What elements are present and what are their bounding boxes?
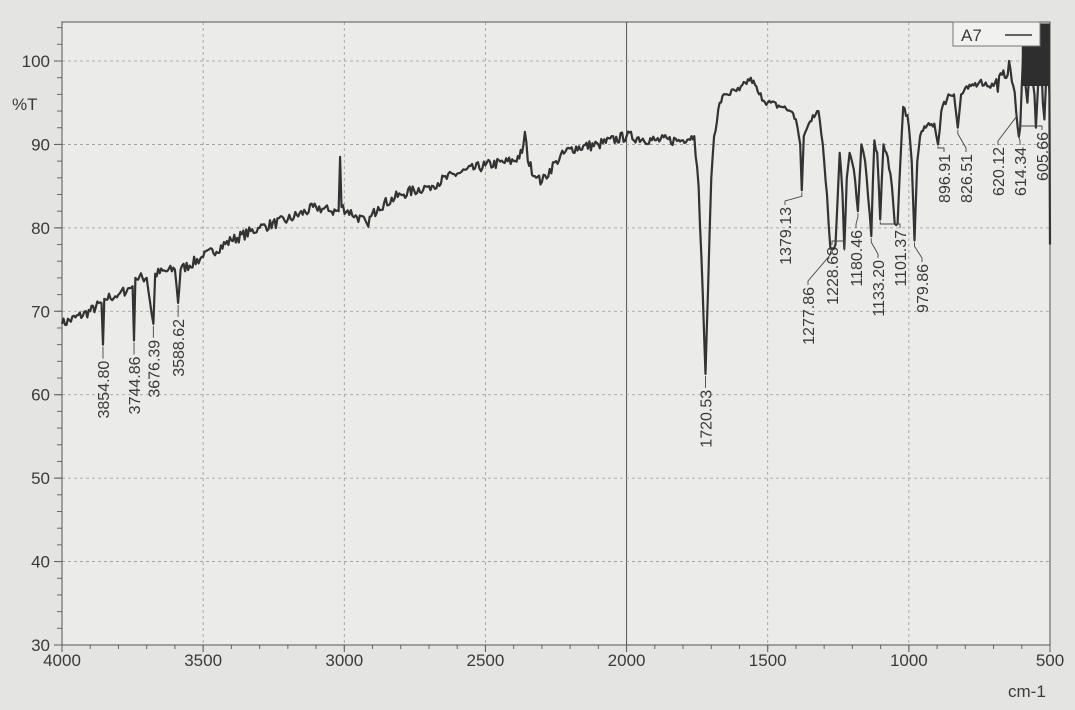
y-tick-label: 40 <box>31 553 50 572</box>
y-axis-label: %T <box>12 95 38 114</box>
peak-label: 614.34 <box>1013 147 1030 196</box>
x-tick-label: 2500 <box>467 651 505 670</box>
peak-leader-line <box>807 250 831 285</box>
peak-label: 979.86 <box>915 264 932 313</box>
peak-leader-line <box>957 129 967 152</box>
peak-label: 1720.53 <box>698 390 715 448</box>
peak-label: 896.91 <box>937 154 954 203</box>
x-tick-label: 500 <box>1036 651 1064 670</box>
legend-box <box>952 21 1041 47</box>
peak-leader-line <box>997 113 1017 145</box>
peak-leader-line <box>879 221 901 228</box>
peak-leader-line <box>831 240 845 251</box>
peak-label: 1180.46 <box>849 230 866 287</box>
peak-leader-line <box>784 192 803 205</box>
peak-label: 826.51 <box>959 154 976 203</box>
y-tick-label: 100 <box>22 52 50 71</box>
x-axis-label: cm-1 <box>1008 682 1046 701</box>
y-tick-label: 60 <box>31 386 50 405</box>
spectrum-line <box>60 51 1052 375</box>
y-tick-label: 50 <box>31 469 50 488</box>
peak-leader-line <box>937 146 945 152</box>
peak-leader-line <box>1019 125 1043 130</box>
y-tick-label: 90 <box>31 135 50 154</box>
peak-label: 620.12 <box>991 147 1008 196</box>
peak-label: 1379.13 <box>778 207 795 265</box>
peak-label: 1228.68 <box>825 247 842 305</box>
peak-label: 3744.86 <box>127 356 144 414</box>
peak-label: 3854.80 <box>96 361 113 419</box>
peak-label: 1133.20 <box>871 260 888 317</box>
x-tick-label: 1000 <box>890 651 928 670</box>
x-tick-label: 3000 <box>325 651 363 670</box>
x-tick-label: 1500 <box>749 651 787 670</box>
peak-leader-line <box>855 213 859 228</box>
x-tick-label: 4000 <box>43 651 81 670</box>
plot-background <box>62 22 1050 645</box>
x-tick-label: 2000 <box>608 651 646 670</box>
peak-leader-line <box>870 238 879 258</box>
peak-label: 3588.62 <box>171 319 188 377</box>
peak-label: 605.66 <box>1035 132 1052 181</box>
peak-leader-line <box>914 242 923 262</box>
y-tick-label: 70 <box>31 302 50 321</box>
plot-frame <box>61 21 1051 646</box>
y-tick-label: 80 <box>31 219 50 238</box>
legend: A7 <box>952 21 1041 47</box>
peak-labels: 3854.80 3744.86 3676.39 3588.62 1720.53 1379.… <box>96 113 1052 448</box>
x-tick-label: 3500 <box>184 651 222 670</box>
peak-label: 1277.86 <box>801 287 818 345</box>
legend-label: A7 <box>961 26 982 45</box>
peak-label: 3676.39 <box>146 340 163 398</box>
peak-label: 1101.37 <box>893 230 910 287</box>
axes: 4000 3500 3000 2500 2000 1500 1000 500 30 40 50 60 7… <box>22 21 1064 670</box>
y-tick-label: 30 <box>31 636 50 655</box>
peak-leader-line <box>1017 129 1021 145</box>
